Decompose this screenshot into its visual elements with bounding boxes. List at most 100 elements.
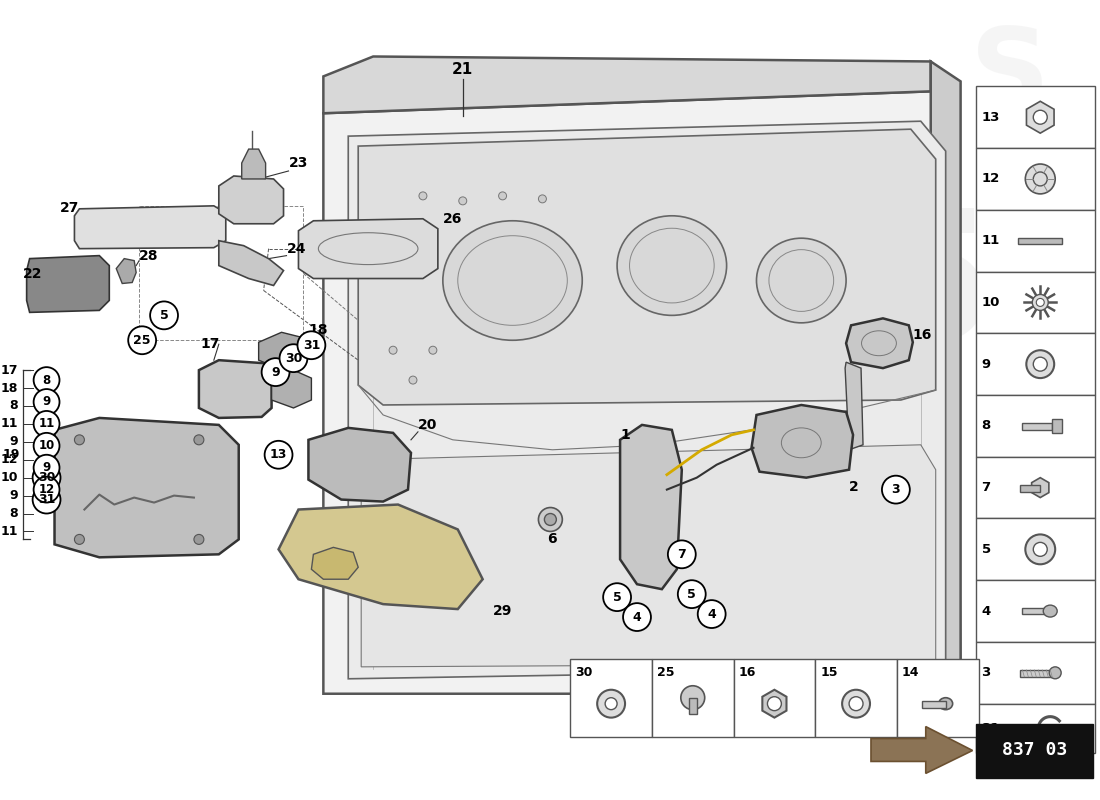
Circle shape — [297, 331, 326, 359]
Bar — [689, 698, 696, 714]
Circle shape — [194, 534, 204, 544]
Text: 31: 31 — [37, 493, 55, 506]
Circle shape — [681, 686, 705, 710]
Polygon shape — [298, 218, 438, 278]
Text: 9: 9 — [9, 489, 18, 502]
Circle shape — [1032, 294, 1048, 310]
Circle shape — [194, 435, 204, 445]
Polygon shape — [219, 241, 284, 286]
Text: 13: 13 — [270, 448, 287, 462]
Text: 18: 18 — [308, 323, 328, 338]
Text: 15: 15 — [821, 666, 838, 679]
Polygon shape — [75, 206, 226, 249]
Bar — [976, 723, 1093, 778]
Text: 8: 8 — [9, 399, 18, 413]
Text: 4: 4 — [632, 610, 641, 623]
Circle shape — [1036, 298, 1044, 306]
Text: 21: 21 — [452, 62, 473, 77]
Bar — [976, 210, 1094, 271]
Circle shape — [409, 376, 417, 384]
Circle shape — [668, 540, 695, 568]
Text: 11: 11 — [981, 234, 1000, 247]
Circle shape — [843, 690, 870, 718]
Circle shape — [34, 477, 59, 502]
Circle shape — [129, 326, 156, 354]
Polygon shape — [846, 318, 913, 368]
Text: 10: 10 — [981, 296, 1000, 309]
Polygon shape — [199, 360, 272, 418]
Bar — [922, 701, 946, 708]
Text: a passion for parts: a passion for parts — [440, 422, 724, 558]
Circle shape — [538, 507, 562, 531]
Bar — [652, 659, 734, 737]
Text: 5: 5 — [688, 588, 696, 601]
Circle shape — [419, 192, 427, 200]
Circle shape — [768, 697, 781, 710]
Text: 5: 5 — [613, 590, 621, 604]
Circle shape — [34, 454, 59, 481]
Circle shape — [1033, 542, 1047, 556]
Circle shape — [279, 344, 307, 372]
Bar — [1022, 608, 1050, 614]
Polygon shape — [242, 149, 265, 179]
Circle shape — [882, 476, 910, 503]
Polygon shape — [26, 256, 109, 312]
Text: 9: 9 — [43, 395, 51, 409]
Circle shape — [34, 367, 59, 393]
Text: 6: 6 — [548, 532, 557, 546]
Circle shape — [678, 580, 706, 608]
Bar — [976, 518, 1094, 580]
Text: 22: 22 — [23, 266, 42, 281]
Bar — [815, 659, 896, 737]
Polygon shape — [361, 445, 936, 667]
Circle shape — [33, 464, 60, 492]
Text: 27: 27 — [59, 201, 79, 215]
Circle shape — [265, 441, 293, 469]
Polygon shape — [1026, 102, 1054, 133]
Text: 31: 31 — [981, 722, 1000, 735]
Polygon shape — [931, 62, 960, 694]
Bar — [1021, 485, 1041, 492]
Polygon shape — [323, 57, 931, 114]
Polygon shape — [55, 418, 239, 558]
Text: 25: 25 — [133, 334, 151, 346]
Circle shape — [623, 603, 651, 631]
Text: 4: 4 — [981, 605, 991, 618]
Circle shape — [262, 358, 289, 386]
Ellipse shape — [938, 698, 953, 710]
Circle shape — [1025, 534, 1055, 564]
Text: 13: 13 — [981, 110, 1000, 124]
Circle shape — [34, 433, 59, 458]
Polygon shape — [258, 332, 309, 368]
Polygon shape — [278, 505, 483, 609]
Polygon shape — [845, 362, 864, 450]
Bar — [976, 457, 1094, 518]
Circle shape — [34, 389, 59, 415]
Text: 23: 23 — [288, 156, 308, 170]
Text: 837 03: 837 03 — [1002, 742, 1067, 759]
Polygon shape — [272, 370, 311, 408]
Text: 17: 17 — [0, 364, 18, 377]
Bar — [896, 659, 979, 737]
Text: 26: 26 — [443, 212, 462, 226]
Bar — [570, 659, 652, 737]
Text: 8: 8 — [43, 374, 51, 386]
Ellipse shape — [1043, 605, 1057, 617]
Bar — [976, 334, 1094, 395]
Circle shape — [697, 600, 726, 628]
Text: 29: 29 — [493, 604, 512, 618]
Circle shape — [538, 195, 547, 203]
Text: 28: 28 — [140, 249, 158, 262]
Polygon shape — [117, 258, 136, 283]
Text: 12: 12 — [39, 483, 55, 496]
Bar — [1022, 423, 1053, 430]
Circle shape — [1025, 164, 1055, 194]
Text: 9: 9 — [981, 358, 991, 370]
Text: 16: 16 — [738, 666, 756, 679]
Text: 10: 10 — [0, 471, 18, 484]
Text: 85: 85 — [746, 202, 997, 378]
Text: 25: 25 — [657, 666, 674, 679]
Text: 9: 9 — [272, 366, 279, 378]
Circle shape — [75, 534, 85, 544]
Polygon shape — [308, 428, 411, 502]
